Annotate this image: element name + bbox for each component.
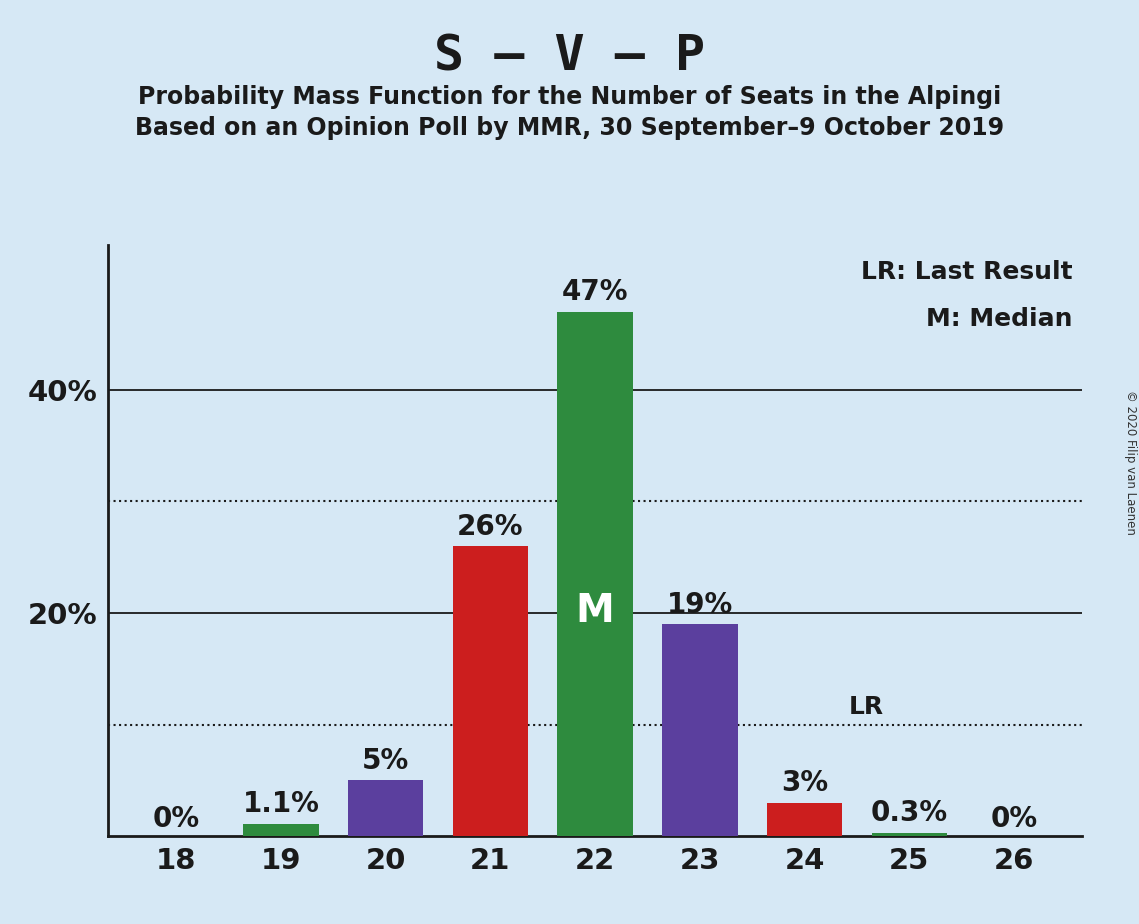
Text: 1.1%: 1.1% [243,790,319,819]
Bar [349,781,424,836]
Bar [244,824,319,836]
Bar [767,803,842,836]
Text: 47%: 47% [562,278,629,306]
Bar [871,833,947,836]
Bar [662,625,738,836]
Text: 0%: 0% [991,805,1038,833]
Text: 26%: 26% [457,513,524,541]
Text: © 2020 Filip van Laenen: © 2020 Filip van Laenen [1124,390,1137,534]
Text: LR: LR [849,695,884,719]
Text: Based on an Opinion Poll by MMR, 30 September–9 October 2019: Based on an Opinion Poll by MMR, 30 Sept… [134,116,1005,140]
Text: 3%: 3% [781,769,828,797]
Bar [452,546,528,836]
Text: 19%: 19% [666,590,734,619]
Text: 5%: 5% [362,747,409,775]
Text: M: Median: M: Median [926,307,1072,331]
Text: Probability Mass Function for the Number of Seats in the Alpingi: Probability Mass Function for the Number… [138,85,1001,109]
Text: S – V – P: S – V – P [434,32,705,80]
Text: LR: Last Result: LR: Last Result [861,260,1072,284]
Text: M: M [575,591,615,630]
Bar [557,311,633,836]
Text: 0.3%: 0.3% [870,799,948,827]
Text: 0%: 0% [153,805,199,833]
